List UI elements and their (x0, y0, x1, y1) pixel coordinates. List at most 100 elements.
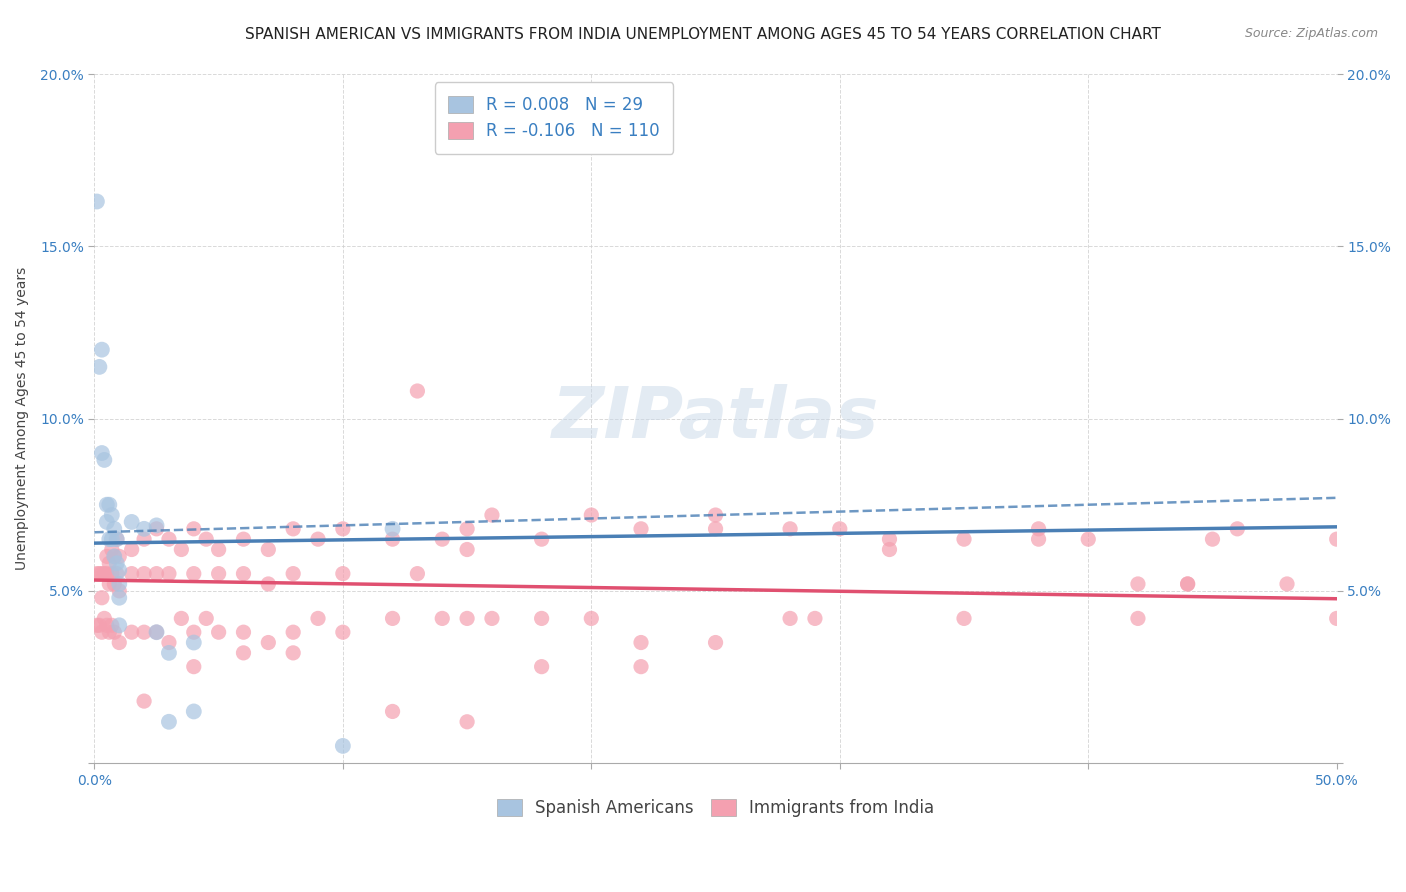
Point (456, 611, 478, 625)
Point (108, 591, 131, 605)
Point (101, 532, 124, 546)
Point (804, 611, 827, 625)
Point (157, 532, 180, 546)
Point (96, 566, 118, 581)
Point (89, 566, 111, 581)
Point (530, 659, 553, 673)
Point (581, 508, 603, 522)
Point (90, 343, 112, 357)
Point (456, 542, 478, 557)
Point (103, 549, 125, 564)
Point (432, 611, 454, 625)
Point (145, 625, 167, 640)
Point (456, 714, 478, 729)
Point (283, 522, 305, 536)
Point (183, 659, 205, 673)
Point (103, 549, 125, 564)
Point (145, 625, 167, 640)
Point (183, 625, 205, 640)
Point (103, 522, 125, 536)
Point (183, 635, 205, 649)
Point (381, 611, 404, 625)
Point (86, 618, 108, 632)
Point (90, 566, 112, 581)
Point (530, 611, 553, 625)
Text: SPANISH AMERICAN VS IMMIGRANTS FROM INDIA UNEMPLOYMENT AMONG AGES 45 TO 54 YEARS: SPANISH AMERICAN VS IMMIGRANTS FROM INDI… (245, 27, 1161, 42)
Point (953, 611, 976, 625)
Point (121, 566, 143, 581)
Point (108, 549, 131, 564)
Point (96, 515, 118, 529)
Point (195, 532, 218, 546)
Point (132, 566, 155, 581)
Point (96, 618, 118, 632)
Point (779, 611, 801, 625)
Point (105, 566, 128, 581)
Point (332, 522, 354, 536)
Point (381, 705, 404, 719)
Point (101, 508, 124, 522)
Point (105, 532, 128, 546)
Point (98, 498, 121, 512)
Point (108, 577, 131, 591)
Point (1028, 522, 1050, 536)
Point (828, 522, 851, 536)
Point (132, 532, 155, 546)
Point (157, 635, 180, 649)
Point (90, 625, 112, 640)
Point (86, 194, 108, 209)
Point (232, 566, 254, 581)
Point (332, 566, 354, 581)
Point (630, 522, 652, 536)
Point (307, 611, 329, 625)
Point (406, 384, 429, 398)
Point (157, 646, 180, 660)
Point (332, 739, 354, 753)
Point (98, 556, 121, 570)
Point (93, 566, 115, 581)
Point (101, 542, 124, 557)
Point (98, 577, 121, 591)
Point (953, 532, 976, 546)
Point (96, 549, 118, 564)
Point (145, 518, 167, 533)
Point (89, 359, 111, 374)
Legend: Spanish Americans, Immigrants from India: Spanish Americans, Immigrants from India (491, 792, 941, 823)
Point (121, 625, 143, 640)
Point (101, 618, 124, 632)
Point (195, 611, 218, 625)
Point (704, 508, 727, 522)
Point (1201, 532, 1223, 546)
Point (208, 625, 231, 640)
Text: Source: ZipAtlas.com: Source: ZipAtlas.com (1244, 27, 1378, 40)
Point (93, 453, 115, 467)
Point (108, 563, 131, 577)
Point (183, 522, 205, 536)
Point (704, 522, 727, 536)
Point (283, 625, 305, 640)
Point (98, 532, 121, 546)
Point (90, 591, 112, 605)
Point (581, 611, 603, 625)
Point (1028, 532, 1050, 546)
Point (132, 694, 155, 708)
Point (1077, 532, 1099, 546)
Point (132, 625, 155, 640)
Point (530, 532, 553, 546)
Point (101, 566, 124, 581)
Point (208, 542, 231, 557)
Point (879, 532, 901, 546)
Point (86, 566, 108, 581)
Point (105, 532, 128, 546)
Point (105, 556, 128, 570)
Point (89, 618, 111, 632)
Point (232, 532, 254, 546)
Point (1126, 577, 1149, 591)
Point (103, 577, 125, 591)
Point (1177, 577, 1199, 591)
Point (232, 625, 254, 640)
Point (103, 625, 125, 640)
Point (121, 515, 143, 529)
Point (98, 625, 121, 640)
Point (1326, 611, 1348, 625)
